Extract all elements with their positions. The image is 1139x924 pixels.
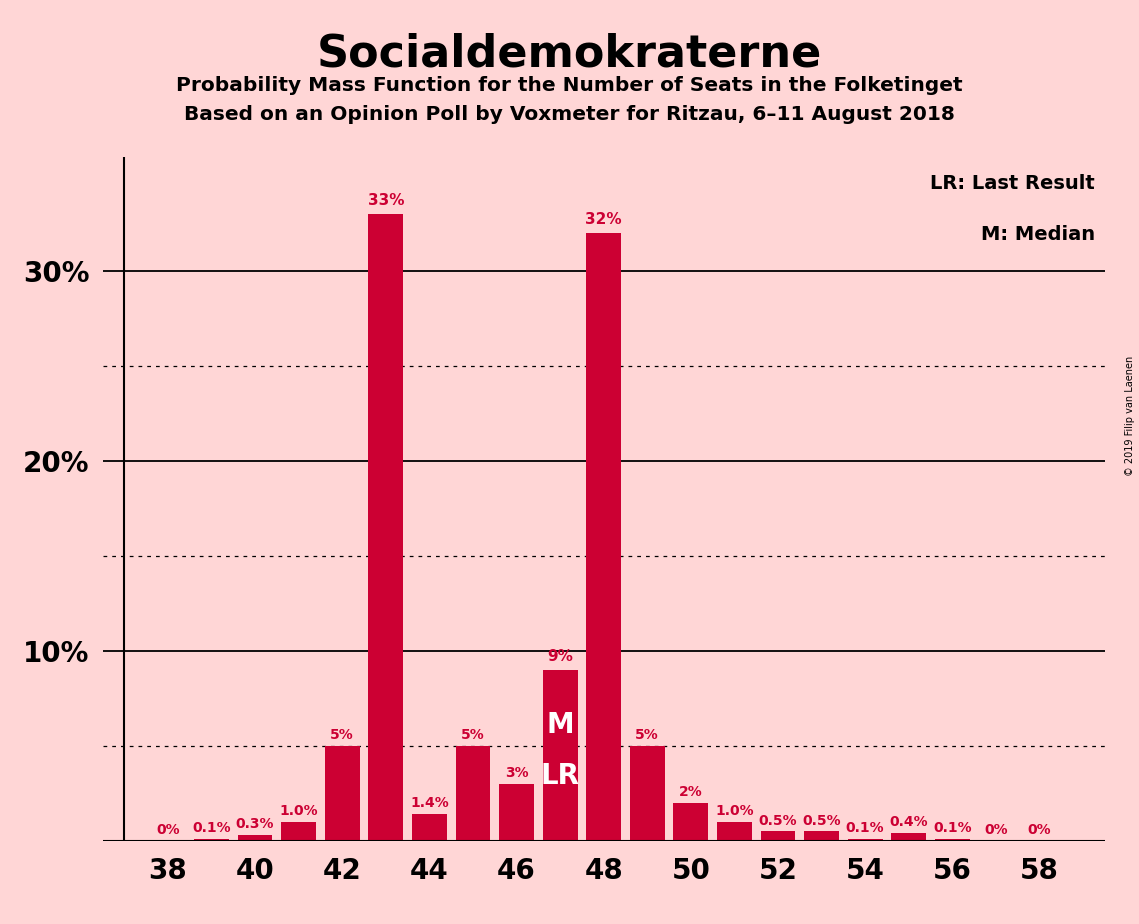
Text: 0.5%: 0.5% (802, 813, 841, 828)
Bar (325, 746, 360, 841)
Text: 1.0%: 1.0% (279, 804, 318, 818)
Bar (456, 746, 491, 841)
Text: M: M (547, 711, 574, 738)
Bar (935, 839, 969, 841)
Bar (847, 839, 883, 841)
Bar (587, 233, 621, 841)
Bar (892, 833, 926, 841)
Text: 1.4%: 1.4% (410, 796, 449, 810)
Bar (412, 814, 446, 841)
Text: 0%: 0% (984, 823, 1008, 837)
Bar (238, 835, 272, 841)
Text: 0.4%: 0.4% (890, 816, 928, 830)
Text: 0.3%: 0.3% (236, 818, 274, 832)
Bar (368, 214, 403, 841)
Text: LR: LR (541, 762, 580, 790)
Bar (281, 821, 316, 841)
Bar (716, 821, 752, 841)
Bar (761, 832, 795, 841)
Text: 9%: 9% (547, 650, 573, 664)
Text: 32%: 32% (585, 213, 622, 227)
Text: Socialdemokraterne: Socialdemokraterne (317, 32, 822, 76)
Text: M: Median: M: Median (981, 225, 1095, 245)
Bar (194, 839, 229, 841)
Text: 5%: 5% (461, 728, 485, 742)
Bar (673, 803, 708, 841)
Text: 1.0%: 1.0% (715, 804, 754, 818)
Text: © 2019 Filip van Laenen: © 2019 Filip van Laenen (1125, 356, 1134, 476)
Text: 0.1%: 0.1% (933, 821, 972, 835)
Text: 33%: 33% (368, 193, 404, 209)
Text: 3%: 3% (505, 766, 528, 780)
Bar (542, 670, 577, 841)
Text: 0.5%: 0.5% (759, 813, 797, 828)
Text: 2%: 2% (679, 785, 703, 799)
Text: 5%: 5% (636, 728, 659, 742)
Text: 0.1%: 0.1% (846, 821, 885, 835)
Text: 0%: 0% (156, 823, 180, 837)
Bar (499, 784, 534, 841)
Text: 5%: 5% (330, 728, 354, 742)
Text: Probability Mass Function for the Number of Seats in the Folketinget: Probability Mass Function for the Number… (177, 76, 962, 95)
Text: LR: Last Result: LR: Last Result (931, 175, 1095, 193)
Bar (804, 832, 839, 841)
Text: 0%: 0% (1027, 823, 1051, 837)
Text: 0.1%: 0.1% (192, 821, 231, 835)
Text: Based on an Opinion Poll by Voxmeter for Ritzau, 6–11 August 2018: Based on an Opinion Poll by Voxmeter for… (185, 105, 954, 125)
Bar (630, 746, 665, 841)
